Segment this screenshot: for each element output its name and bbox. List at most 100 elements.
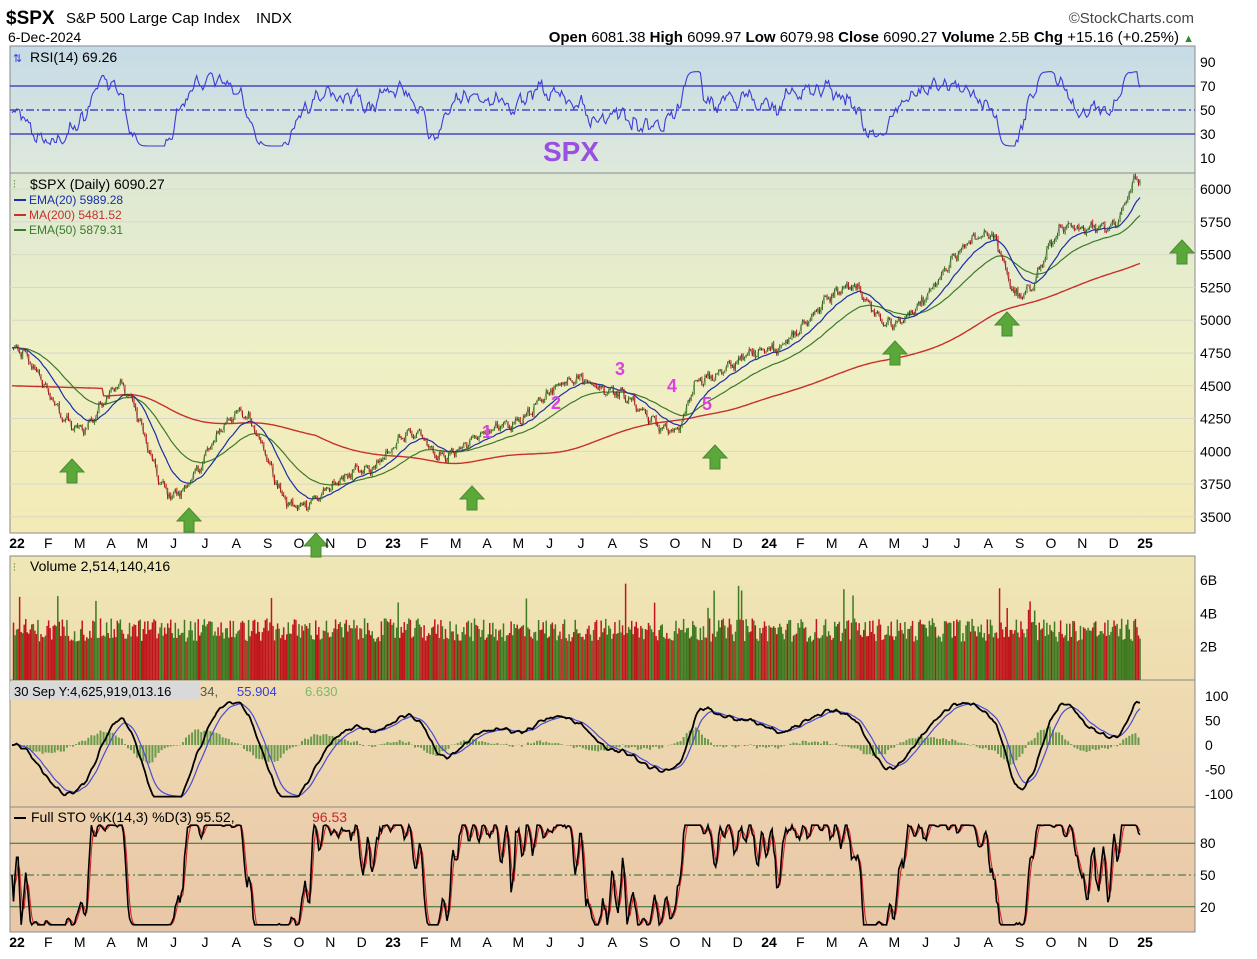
green-up-arrow [993,311,1021,337]
sto-k-line [11,822,1141,927]
x-axis-label: N [701,535,711,551]
price-tick-label: 4000 [1200,443,1231,459]
x-axis-label: 24 [761,934,777,950]
x-axis-label: D [357,934,367,950]
volume-icon: ⫶ [13,562,16,574]
x-axis-label: N [1077,934,1087,950]
x-axis-label: A [482,535,492,551]
volume-label-group: ⫶ Volume 2,514,140,416 [13,558,170,574]
x-axis-label: M [826,535,838,551]
macd-hidden-value: 34, [200,684,218,699]
rsi-tick-label: 70 [1200,78,1216,94]
ema20-line [11,197,1141,500]
price-tick-label: 5500 [1200,247,1231,263]
green-up-arrow [58,458,86,484]
x-axis-label: J [578,934,585,950]
x-axis-label: M [136,535,148,551]
x-axis-label: N [701,934,711,950]
x-axis-label: J [578,535,585,551]
rsi-line [11,71,1141,147]
x-axis-label: A [608,934,618,950]
x-axis-label: M [450,934,462,950]
x-axis-label: F [44,934,53,950]
price-line [11,175,1141,511]
macd-tick-label: 50 [1205,712,1221,728]
sto-d-value: 96.53 [312,809,347,825]
rsi-tick-label: 90 [1200,54,1216,70]
x-axis-label: J [546,934,553,950]
price-tick-label: 3500 [1200,509,1231,525]
x-axis-label: A [232,934,242,950]
price-tick-label: 4500 [1200,378,1231,394]
x-axis-label: 25 [1137,934,1153,950]
candles-icon: ⫶ [13,179,16,191]
macd-signal-line [12,703,1141,797]
x-axis-label: D [1109,535,1119,551]
x-axis-label: 23 [385,535,401,551]
x-axis-label: F [796,535,805,551]
macd-tick-label: -100 [1205,786,1233,802]
legend-entry: EMA(50) 5879.31 [29,223,123,237]
green-up-arrow [1168,239,1196,265]
green-up-arrow [881,340,909,366]
wave-label: 1 [482,422,492,442]
legend-entry: MA(200) 5481.52 [29,208,122,222]
ohlc-readout: Open 6081.38 High 6099.97 Low 6079.98 Cl… [549,29,1194,46]
x-axis-label: M [74,535,86,551]
legend-entry: EMA(20) 5989.28 [29,193,123,207]
macd-tick-label: -50 [1205,762,1225,778]
sto-tick-label: 80 [1200,835,1216,851]
wave-label: 2 [551,393,561,413]
x-axis-label: M [450,535,462,551]
x-axis-label: J [922,535,929,551]
rsi-icon: ⇅ [13,53,22,65]
x-axis-label: D [733,535,743,551]
x-axis-label: S [639,934,648,950]
x-axis-label: A [232,535,242,551]
green-up-arrow [701,444,729,470]
chart-header: $SPX S&P 500 Large Cap Index INDX ©Stock… [6,8,1194,46]
x-axis-label: S [639,535,648,551]
sto-tick-label: 20 [1200,899,1216,915]
exchange: INDX [256,10,292,27]
x-axis-label: J [954,934,961,950]
volume-tick-label: 6B [1200,572,1217,588]
x-axis-label: M [512,934,524,950]
x-axis-label: J [202,934,209,950]
x-axis-label: F [420,535,429,551]
x-axis-label: M [888,934,900,950]
price-label: $SPX (Daily) 6090.27 [30,176,165,192]
x-axis-label: J [170,934,177,950]
x-axis-label: J [202,535,209,551]
price-tick-label: 4250 [1200,411,1231,427]
x-axis-label: 22 [9,934,25,950]
spx-watermark: SPX [543,136,599,167]
x-axis-label: F [44,535,53,551]
price-tick-label: 5750 [1200,214,1231,230]
x-axis-label: S [1015,934,1024,950]
price-label-group: ⫶ $SPX (Daily) 6090.27 EMA(20) 5989.28MA… [13,176,165,237]
volume-label: Volume 2,514,140,416 [30,558,170,574]
x-axis-label: O [670,535,681,551]
rsi-tick-label: 50 [1200,102,1216,118]
macd-label-group: 30 Sep Y:4,625,919,013.16 34, 55.904 6.6… [10,682,338,700]
sto-tick-label: 50 [1200,867,1216,883]
x-axis-label: A [858,934,868,950]
chart-date: 6-Dec-2024 [8,29,81,45]
x-axis-label: S [263,934,272,950]
x-axis-label: J [922,934,929,950]
x-axis-label: F [796,934,805,950]
x-axis-label: D [1109,934,1119,950]
ma200-line [12,262,1141,465]
brand-watermark: ©StockCharts.com [1069,10,1194,27]
x-axis-label: A [858,535,868,551]
x-axis-label: A [106,535,116,551]
macd-tick-label: 0 [1205,737,1213,753]
sto-label-group: Full STO %K(14,3) %D(3) 95.52, 96.53 [14,809,347,825]
macd-tooltip: 30 Sep Y:4,625,919,013.16 [14,684,171,699]
x-axis-label: 25 [1137,535,1153,551]
symbol: $SPX [6,8,55,29]
volume-tick-label: 4B [1200,605,1217,621]
price-tick-label: 3750 [1200,476,1231,492]
macd-line [11,700,1140,798]
